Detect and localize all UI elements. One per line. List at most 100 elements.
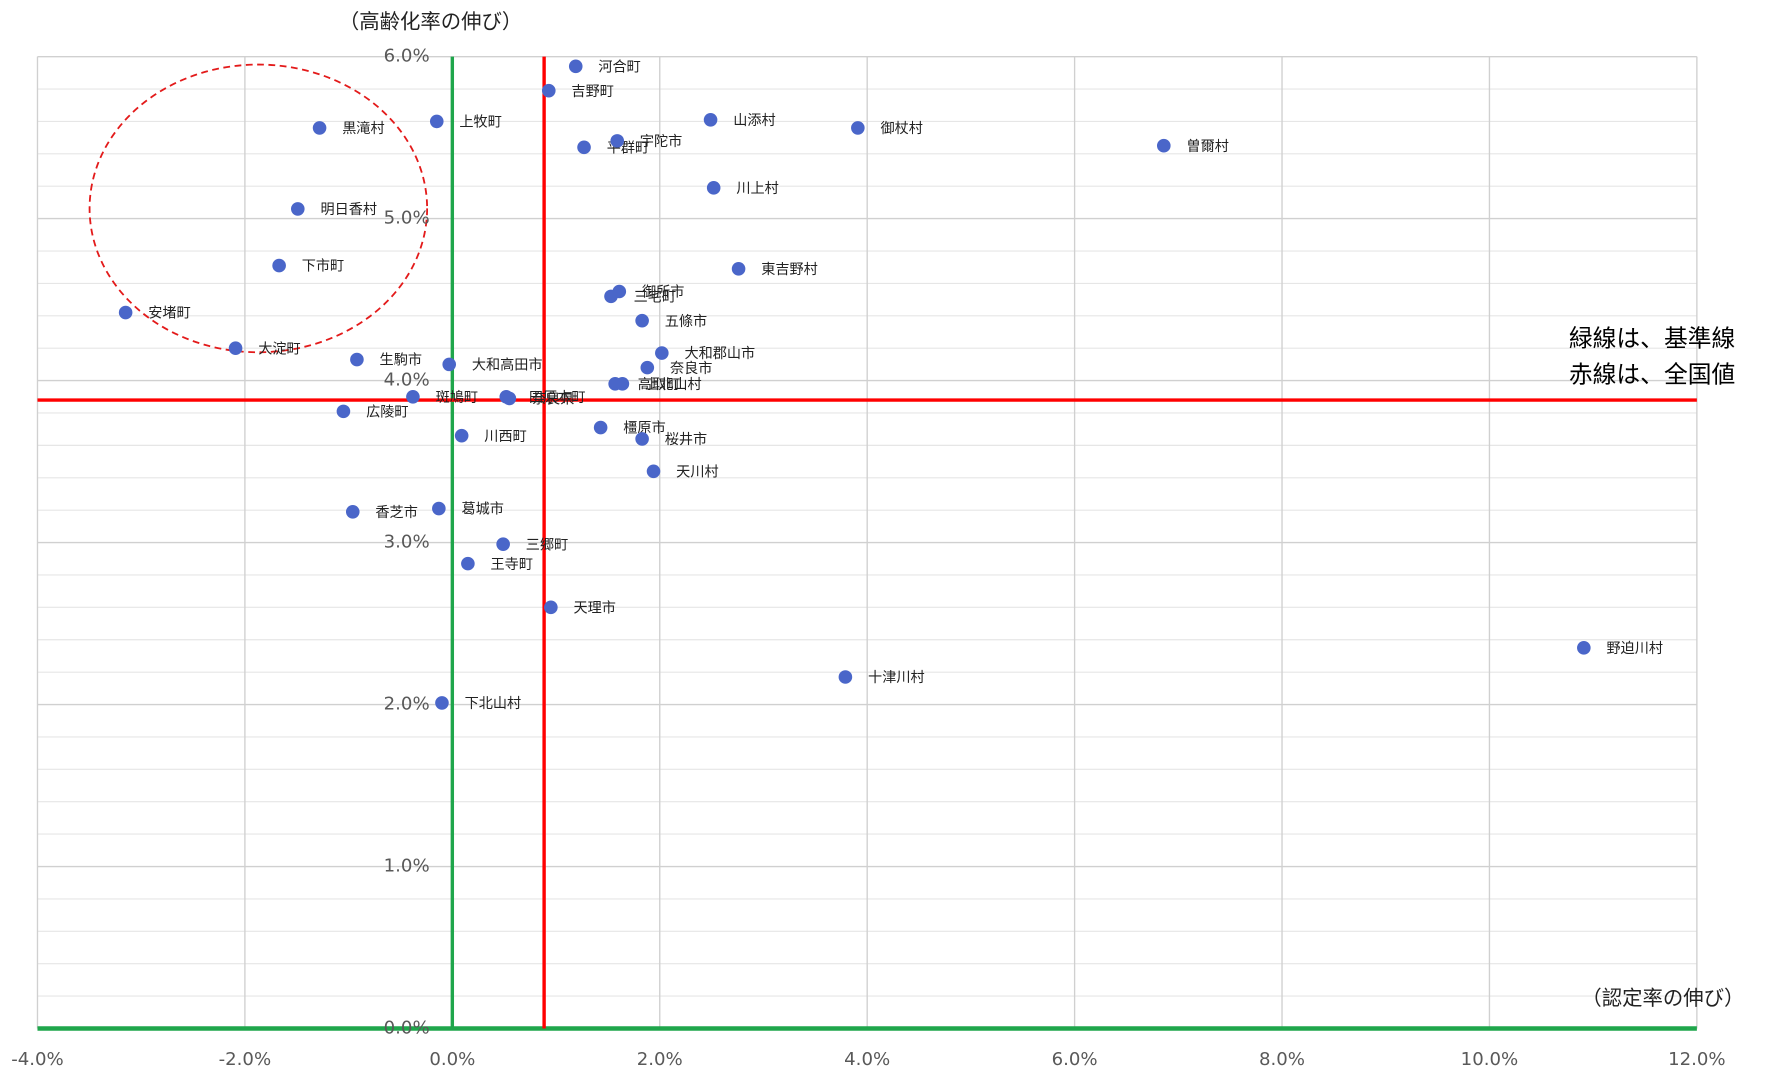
point-label: 吉野町 — [571, 84, 613, 100]
x-axis-title: （認定率の伸び） — [1581, 986, 1744, 1010]
point-label: 奈良県 — [532, 392, 574, 408]
point — [615, 377, 630, 391]
point-label: 桜井市 — [665, 431, 707, 448]
point — [435, 696, 449, 710]
note: 緑線は、基準線 — [1569, 324, 1735, 352]
point — [228, 341, 243, 355]
y-tick-label: 3.0% — [384, 532, 430, 553]
point-label: 橿原市 — [623, 420, 665, 437]
point-label: 東吉野村 — [761, 262, 818, 278]
point — [544, 600, 558, 615]
point — [118, 305, 133, 320]
x-tick-label: -4.0% — [11, 1049, 64, 1067]
x-tick-label: 0.0% — [429, 1049, 475, 1067]
point-label: 香芝市 — [375, 504, 417, 521]
point — [610, 134, 625, 148]
point — [432, 501, 446, 516]
point-label: 下北山村 — [465, 696, 522, 712]
point — [502, 391, 517, 406]
x-tick-label: 2.0% — [637, 1049, 683, 1067]
point — [731, 262, 746, 276]
point-label: 葛城市 — [461, 501, 503, 518]
point-label: 奈良市 — [670, 360, 712, 377]
point-label: 広陵町 — [366, 404, 408, 420]
point-label: 野迫川村 — [1606, 641, 1663, 657]
point — [350, 352, 364, 367]
point — [541, 83, 556, 98]
point — [345, 504, 360, 519]
point-label: 大淀町 — [258, 341, 300, 357]
point — [461, 556, 475, 571]
point — [312, 121, 327, 135]
point-label: 下市町 — [302, 258, 344, 275]
y-tick-label: 0.0% — [384, 1017, 430, 1038]
point — [496, 537, 510, 551]
point — [336, 404, 351, 419]
point-label: 生駒市 — [380, 352, 422, 369]
y-tick-label: 2.0% — [384, 694, 430, 715]
point-label: 三郷町 — [526, 537, 568, 553]
point — [640, 360, 655, 375]
point-label: 三宅町 — [634, 289, 676, 305]
point-label: 川西町 — [484, 429, 526, 445]
point — [655, 346, 669, 360]
highlight-ellipse — [88, 63, 429, 354]
point-label: 山添村 — [733, 113, 775, 129]
point — [442, 357, 457, 372]
point-label: 五條市 — [665, 313, 707, 330]
point-label: 大和高田市 — [472, 357, 543, 374]
grid — [36, 55, 1698, 1030]
point-label: 田原本町 — [529, 390, 586, 406]
point — [429, 114, 444, 129]
point-label: 御所市 — [642, 284, 684, 301]
point-label: 高取町 — [638, 376, 680, 393]
x-tick-label: 8.0% — [1259, 1049, 1305, 1067]
point-label: 十津川村 — [868, 670, 925, 686]
point-label: 安堵町 — [148, 306, 190, 322]
point — [577, 140, 591, 155]
point-label: 河合町 — [598, 59, 640, 75]
point-label: 天川村 — [676, 464, 718, 480]
point-label: 王寺町 — [491, 557, 533, 573]
note: 赤線は、全国値 — [1569, 361, 1735, 389]
point-label: 上牧町 — [459, 115, 501, 131]
point — [1577, 641, 1591, 655]
point-label: 天理市 — [574, 599, 616, 616]
point-label: 宇陀市 — [640, 133, 682, 150]
point-label: 曽爾村 — [1186, 139, 1228, 155]
reference-lines — [37, 56, 1697, 1031]
point-label: 斑鳩町 — [436, 390, 478, 406]
point — [838, 670, 853, 684]
point — [646, 464, 661, 479]
point — [454, 428, 469, 443]
x-tick-label: 10.0% — [1461, 1049, 1519, 1067]
point — [406, 389, 420, 404]
point — [635, 432, 649, 446]
point — [851, 121, 865, 135]
point-label: 川上村 — [736, 181, 778, 197]
point — [272, 258, 286, 273]
point — [635, 313, 649, 328]
point — [290, 202, 305, 216]
y-tick-label: 1.0% — [384, 856, 430, 877]
point-label: 上北山村 — [645, 377, 702, 393]
point — [706, 181, 721, 195]
y-tick-label: 5.0% — [384, 208, 430, 229]
point — [1156, 138, 1171, 153]
point-label: 御杖村 — [880, 121, 922, 137]
x-tick-label: 12.0% — [1668, 1049, 1726, 1067]
point-label: 大和郡山市 — [684, 345, 755, 362]
point-label: 黒滝村 — [342, 121, 384, 137]
x-tick-label: 6.0% — [1052, 1049, 1098, 1067]
point — [703, 113, 718, 127]
point-label: 明日香村 — [320, 202, 377, 218]
x-tick-label: -2.0% — [219, 1049, 272, 1067]
x-tick-label: 4.0% — [844, 1049, 890, 1067]
y-axis-title: （高齢化率の伸び） — [339, 10, 522, 34]
y-tick-label: 6.0% — [384, 46, 430, 67]
point — [604, 289, 618, 304]
point — [593, 420, 608, 435]
y-tick-label: 4.0% — [384, 370, 430, 391]
